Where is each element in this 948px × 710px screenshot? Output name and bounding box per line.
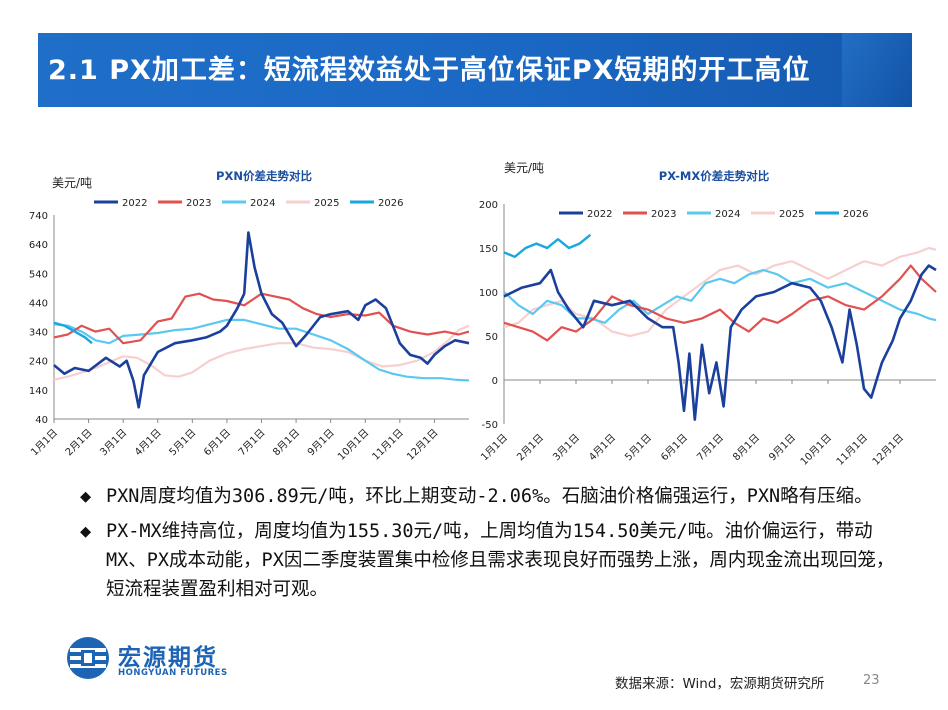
x-tick-label: 12月1日: [404, 427, 440, 463]
y-tick-label: 740: [29, 211, 48, 222]
legend-label-2024: 2024: [250, 198, 275, 209]
x-tick-label: 5月1日: [622, 432, 654, 464]
x-tick-label: 1月1日: [28, 427, 60, 459]
bullet-item-pxmx: ◆ PX-MX维持高位，周度均值为155.30元/吨，上周均值为154.50美元…: [80, 517, 910, 604]
x-tick-label: 6月1日: [201, 427, 233, 459]
legend-label-2026: 2026: [378, 198, 403, 209]
x-tick-label: 11月1日: [370, 427, 406, 463]
series-line-2023: [503, 264, 937, 342]
series-line-2022: [503, 264, 937, 421]
page-number: 23: [863, 673, 880, 688]
bullet-item-pxn: ◆ PXN周度均值为306.89元/吨，环比上期变动-2.06%。石脑油价格偏强…: [80, 482, 910, 511]
series-line-2025: [503, 246, 937, 338]
legend-label-2025: 2025: [314, 198, 339, 209]
y-tick-label: 100: [479, 288, 498, 299]
y-tick-label: 640: [29, 240, 48, 251]
x-tick-label: 6月1日: [658, 432, 690, 464]
y-tick-label: 200: [479, 200, 498, 211]
banner-fold: [842, 33, 912, 107]
series-line-2024: [53, 318, 470, 382]
x-tick-label: 10月1日: [798, 432, 834, 468]
y-tick-label: 0: [492, 376, 498, 387]
series-line-2026: [53, 321, 93, 345]
x-tick-label: 9月1日: [766, 432, 798, 464]
x-tick-label: 3月1日: [98, 427, 130, 459]
x-tick-label: 7月1日: [236, 427, 268, 459]
bullet-text: PXN周度均值为306.89元/吨，环比上期变动-2.06%。石脑油价格偏强运行…: [106, 486, 873, 507]
legend-label-2024: 2024: [715, 209, 740, 220]
series-line-2023: [53, 292, 470, 345]
y-tick-label: -50: [482, 420, 498, 431]
y-tick-label: 240: [29, 357, 48, 368]
x-tick-label: 8月1日: [730, 432, 762, 464]
chart-title: PXN价差走势对比: [216, 169, 312, 183]
x-tick-label: 10月1日: [335, 427, 371, 463]
series-line-2025: [53, 324, 470, 381]
series-line-2024: [503, 268, 937, 324]
legend-label-2023: 2023: [186, 198, 211, 209]
diamond-bullet-icon: ◆: [80, 486, 92, 507]
y-tick-label: 50: [485, 332, 498, 343]
x-tick-label: 2月1日: [63, 427, 95, 459]
y-axis-unit-label: 美元/吨: [52, 176, 92, 190]
chart-title: PX-MX价差走势对比: [659, 169, 770, 183]
legend-label-2022: 2022: [587, 209, 612, 220]
y-tick-label: 440: [29, 298, 48, 309]
pxn-chart: PXN价差走势对比美元/吨 40 140 240 340 440 540 640 740 1月1日…: [14, 150, 474, 480]
y-axis-unit-label: 美元/吨: [504, 161, 544, 175]
legend-label-2023: 2023: [651, 209, 676, 220]
x-tick-label: 4月1日: [586, 432, 618, 464]
legend-label-2022: 2022: [122, 198, 147, 209]
y-tick-label: 540: [29, 269, 48, 280]
title-banner: [38, 33, 912, 107]
diamond-bullet-icon: ◆: [80, 521, 92, 542]
x-tick-label: 11月1日: [834, 432, 870, 468]
x-tick-label: 2月1日: [514, 432, 546, 464]
company-logo: 宏源期货 HONGYUAN FUTURES: [66, 636, 256, 686]
x-tick-label: 4月1日: [132, 427, 164, 459]
pxmx-chart-svg: PX-MX价差走势对比 美元/吨 -50 0 50 100 150 200 1月1日 2月1日 3月…: [478, 161, 937, 468]
slide-title: 2.1 PX加工差：短流程效益处于高位保证PX短期的开工高位: [48, 55, 811, 86]
y-tick-label: 140: [29, 386, 48, 397]
logo-chinese-name: 宏源期货: [118, 645, 218, 671]
logo-mark-icon: [67, 637, 109, 679]
logo-english-name: HONGYUAN FUTURES: [118, 668, 228, 678]
x-tick-label: 1月1日: [478, 432, 510, 464]
y-tick-label: 150: [479, 244, 498, 255]
series-line-2022: [53, 231, 470, 409]
x-tick-label: 8月1日: [271, 427, 303, 459]
bullet-list: ◆ PXN周度均值为306.89元/吨，环比上期变动-2.06%。石脑油价格偏强…: [80, 482, 910, 610]
x-tick-label: 12月1日: [870, 432, 906, 468]
x-tick-label: 3月1日: [550, 432, 582, 464]
x-tick-label: 7月1日: [694, 432, 726, 464]
legend-label-2026: 2026: [843, 209, 868, 220]
pxmx-chart: PX-MX价差走势对比 美元/吨 -50 0 50 100 150 200 1月1日 2月1日 3月…: [474, 150, 944, 480]
y-tick-label: 340: [29, 328, 48, 339]
data-source: 数据来源：Wind，宏源期货研究所: [615, 676, 825, 692]
x-tick-label: 9月1日: [305, 427, 337, 459]
series-line-2026: [503, 233, 592, 258]
y-tick-label: 40: [35, 415, 48, 426]
legend-label-2025: 2025: [779, 209, 804, 220]
x-tick-label: 5月1日: [167, 427, 199, 459]
bullet-text: PX-MX维持高位，周度均值为155.30元/吨，上周均值为154.50美元/吨…: [106, 521, 895, 600]
